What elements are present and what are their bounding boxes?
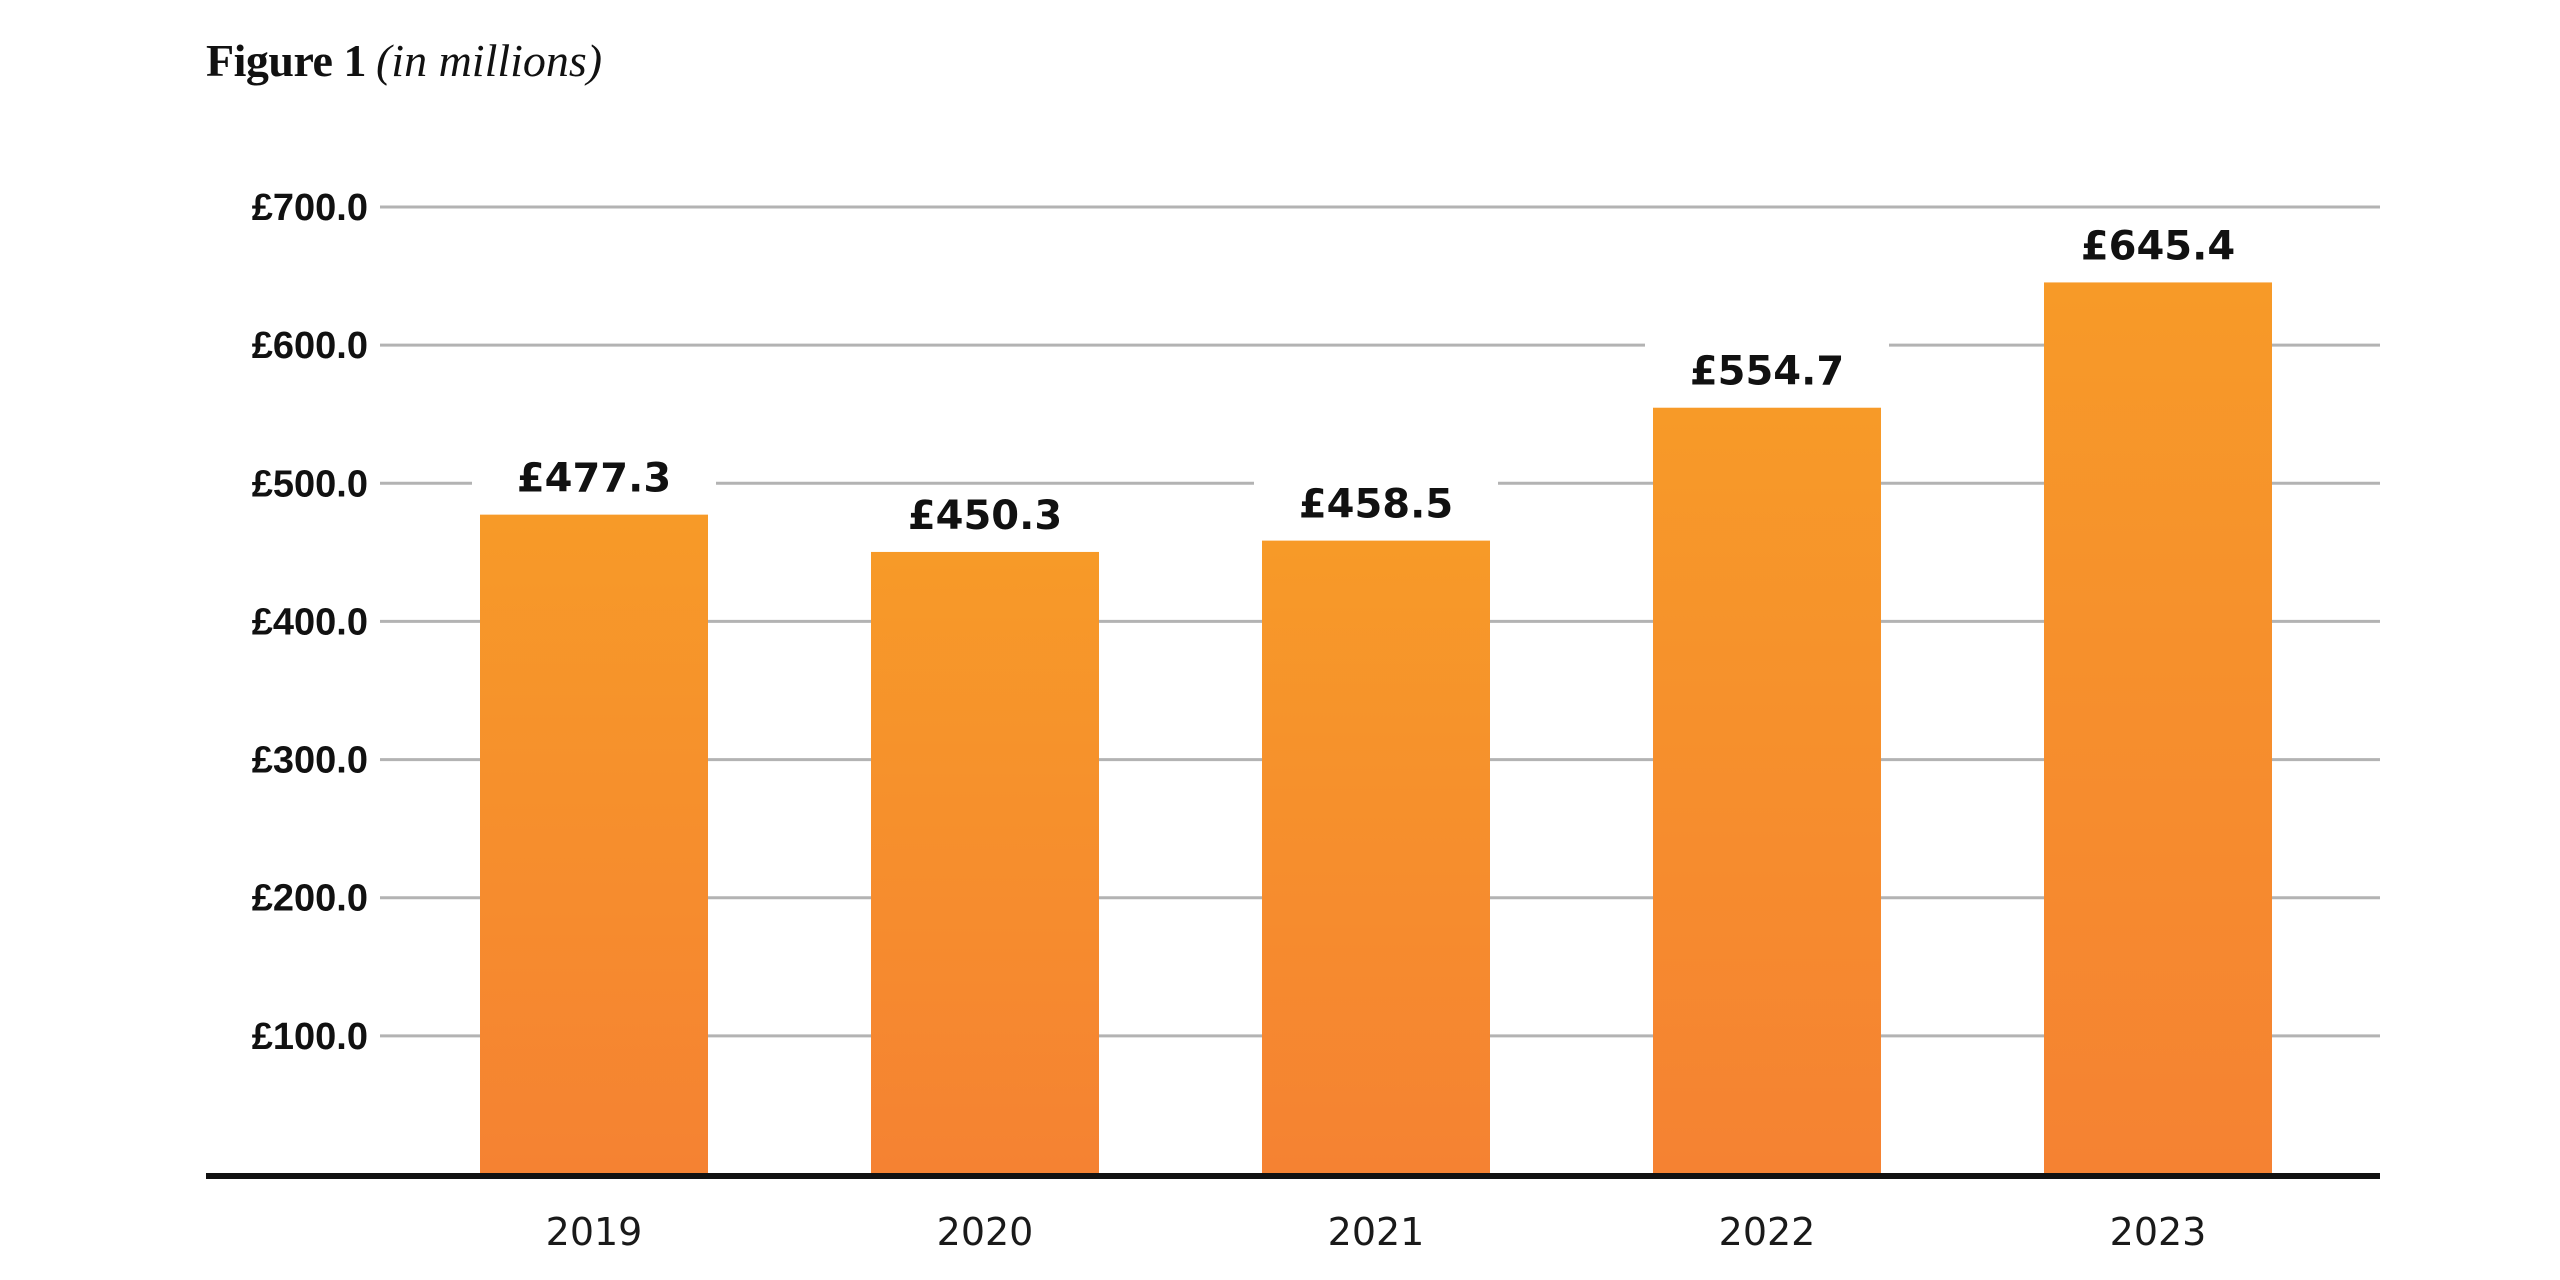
y-axis-ticks: £100.0 £200.0 £300.0 £400.0 £500.0 £600.0 £700… xyxy=(252,187,368,1058)
x-axis-ticks: 2019 2020 2021 2022 2023 xyxy=(546,1210,2207,1254)
x-tick-label: 2021 xyxy=(1328,1210,1425,1254)
y-tick-label: £200.0 xyxy=(252,878,368,920)
data-label-background xyxy=(1645,341,1889,398)
chart-subtitle: (in millions) xyxy=(375,35,603,86)
data-label-2022: £554.7 xyxy=(1690,349,1844,395)
y-tick-label: £500.0 xyxy=(252,463,368,505)
chart-title: Figure 1 (in millions) xyxy=(206,34,602,87)
bar-2020 xyxy=(871,551,1099,1174)
bar-2021 xyxy=(1262,540,1490,1174)
data-label-2020: £450.3 xyxy=(908,493,1062,539)
bars xyxy=(472,216,2280,1174)
y-tick-label: £700.0 xyxy=(252,187,368,229)
data-label-2023: £645.4 xyxy=(2081,223,2235,269)
y-tick-label: £100.0 xyxy=(252,1016,368,1058)
chart-title-main: Figure 1 xyxy=(206,35,366,86)
y-tick-label: £300.0 xyxy=(252,740,368,782)
data-labels: £477.3 £450.3 £458.5 £554.7 £645.4 xyxy=(517,223,2235,539)
bar-2022 xyxy=(1653,407,1881,1174)
x-tick-label: 2019 xyxy=(546,1210,643,1254)
data-label-2021: £458.5 xyxy=(1299,482,1453,528)
data-label-background xyxy=(1254,474,1498,531)
data-label-background xyxy=(863,485,1107,542)
y-tick-label: £600.0 xyxy=(252,325,368,367)
y-tick-label: £400.0 xyxy=(252,601,368,643)
bar-2023 xyxy=(2044,282,2272,1174)
data-label-background xyxy=(472,448,716,505)
data-label-2019: £477.3 xyxy=(517,456,671,502)
data-label-background xyxy=(2036,216,2280,273)
x-tick-label: 2020 xyxy=(937,1210,1034,1254)
x-tick-label: 2022 xyxy=(1719,1210,1816,1254)
x-tick-label: 2023 xyxy=(2110,1210,2207,1254)
bar-2019 xyxy=(480,514,708,1174)
